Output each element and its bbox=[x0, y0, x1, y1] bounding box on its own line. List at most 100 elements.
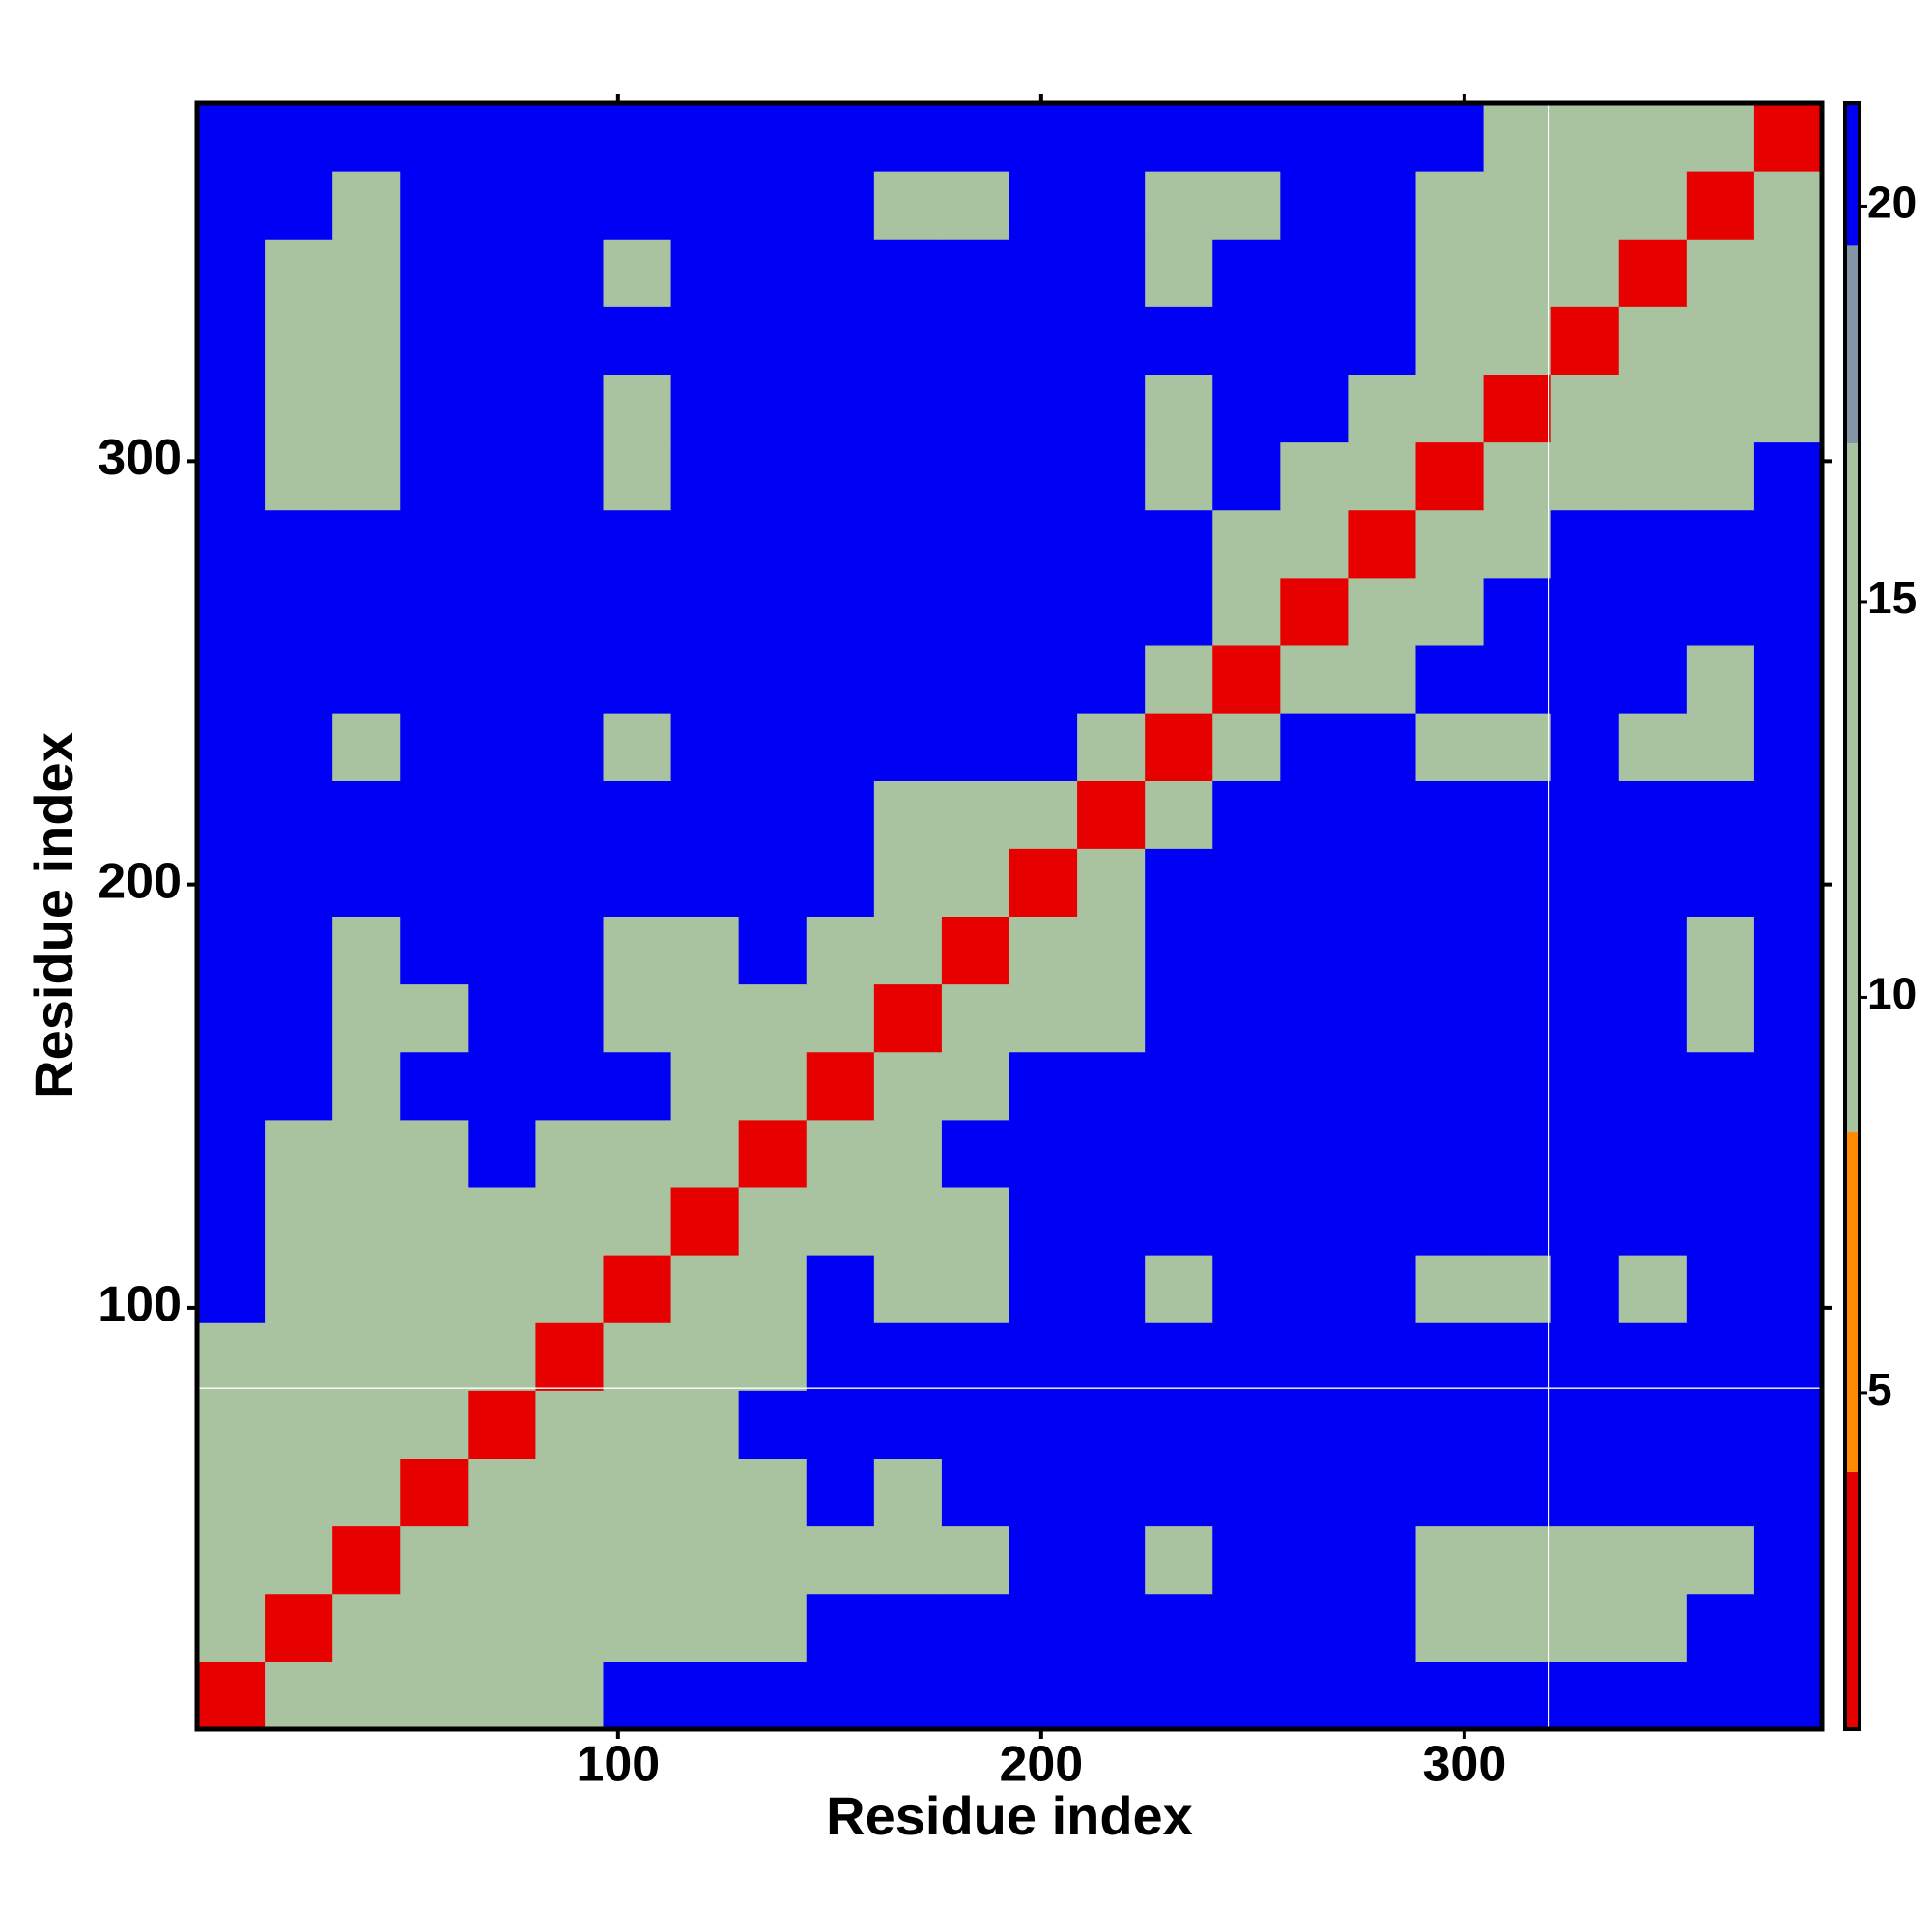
colorbar-segment bbox=[1845, 103, 1860, 246]
heatmap-cell bbox=[1145, 1119, 1213, 1188]
heatmap-cell bbox=[1415, 1322, 1485, 1391]
heatmap-cell bbox=[1618, 171, 1688, 240]
heatmap-cell bbox=[265, 1187, 333, 1256]
heatmap-cell bbox=[1009, 1525, 1078, 1595]
heatmap-cell bbox=[873, 374, 943, 443]
heatmap-cell bbox=[332, 103, 401, 172]
heatmap-cell bbox=[468, 374, 536, 443]
heatmap-cell bbox=[1550, 848, 1620, 917]
heatmap-cell bbox=[197, 1322, 266, 1391]
heatmap-cell bbox=[1077, 239, 1146, 307]
heatmap-cell bbox=[670, 1390, 740, 1459]
heatmap-cell bbox=[670, 713, 740, 781]
heatmap-cell bbox=[603, 645, 672, 714]
heatmap-cell bbox=[1145, 509, 1213, 579]
heatmap-cell bbox=[1415, 1593, 1485, 1662]
heatmap-cell bbox=[1686, 781, 1755, 849]
x-tick-label: 200 bbox=[999, 1737, 1083, 1793]
heatmap-cell bbox=[1753, 374, 1823, 443]
heatmap-cell bbox=[806, 1390, 875, 1459]
heatmap-cell bbox=[1145, 171, 1213, 240]
heatmap-cell bbox=[1618, 1255, 1688, 1323]
heatmap-cell bbox=[1077, 916, 1146, 985]
heatmap-cell bbox=[738, 713, 808, 781]
heatmap-cell bbox=[265, 1322, 333, 1391]
heatmap-cell bbox=[941, 916, 1010, 985]
heatmap-cell bbox=[1483, 1322, 1552, 1391]
heatmap-cell bbox=[1212, 509, 1281, 579]
heatmap-cell bbox=[1618, 1458, 1688, 1527]
heatmap-cell bbox=[1483, 441, 1552, 511]
heatmap-cell bbox=[535, 713, 604, 781]
heatmap-cell bbox=[806, 374, 875, 443]
heatmap-cell bbox=[265, 1119, 333, 1188]
heatmap-cell bbox=[1077, 983, 1146, 1053]
heatmap-cell bbox=[1348, 306, 1416, 375]
heatmap-cell bbox=[1415, 577, 1485, 646]
heatmap-cell bbox=[1483, 306, 1552, 375]
heatmap-cell bbox=[1753, 781, 1823, 849]
heatmap-cell bbox=[738, 103, 808, 172]
heatmap-cell bbox=[1145, 1390, 1213, 1459]
heatmap-cell bbox=[1348, 1593, 1416, 1662]
heatmap-cell bbox=[468, 1390, 536, 1459]
heatmap-cell bbox=[941, 1661, 1010, 1730]
heatmap-cell bbox=[1280, 848, 1349, 917]
heatmap-cell bbox=[535, 645, 604, 714]
heatmap-cell bbox=[468, 306, 536, 375]
heatmap-cell bbox=[1686, 1593, 1755, 1662]
heatmap-cell bbox=[941, 1119, 1010, 1188]
heatmap-cell bbox=[873, 1593, 943, 1662]
heatmap-cell bbox=[1280, 983, 1349, 1053]
heatmap-cell bbox=[1348, 239, 1416, 307]
heatmap-cell bbox=[873, 713, 943, 781]
heatmap-cell bbox=[1145, 1187, 1213, 1256]
heatmap-cell bbox=[806, 916, 875, 985]
heatmap-cell bbox=[1145, 916, 1213, 985]
heatmap-cell bbox=[806, 713, 875, 781]
heatmap-cell bbox=[1145, 103, 1213, 172]
heatmap-cell bbox=[806, 441, 875, 511]
heatmap-cell bbox=[1077, 171, 1146, 240]
heatmap-cell bbox=[400, 577, 469, 646]
heatmap-cell bbox=[1686, 1187, 1755, 1256]
heatmap-cell bbox=[1483, 1390, 1552, 1459]
heatmap-cell bbox=[941, 1255, 1010, 1323]
heatmap-cell bbox=[670, 441, 740, 511]
heatmap-cell bbox=[1212, 1525, 1281, 1595]
heatmap-cell bbox=[1077, 1593, 1146, 1662]
colorbar-tick-label: 10 bbox=[1867, 969, 1917, 1019]
heatmap-cell bbox=[400, 1119, 469, 1188]
heatmap-cell bbox=[1686, 306, 1755, 375]
heatmap-cell bbox=[1618, 645, 1688, 714]
heatmap-cell bbox=[670, 374, 740, 443]
heatmap-cell bbox=[1009, 171, 1078, 240]
heatmap-cell bbox=[670, 848, 740, 917]
heatmap-cell bbox=[1077, 306, 1146, 375]
heatmap-cell bbox=[603, 441, 672, 511]
heatmap-cell bbox=[873, 848, 943, 917]
heatmap-cell bbox=[468, 916, 536, 985]
heatmap-cell bbox=[1753, 645, 1823, 714]
heatmap-cell bbox=[1280, 1051, 1349, 1121]
heatmap-cell bbox=[603, 1187, 672, 1256]
heatmap-cell bbox=[1686, 713, 1755, 781]
heatmap-cell bbox=[1483, 1255, 1552, 1323]
heatmap-cell bbox=[400, 1525, 469, 1595]
heatmap-cell bbox=[738, 441, 808, 511]
heatmap-cell bbox=[1212, 1187, 1281, 1256]
heatmap-cell bbox=[1415, 1525, 1485, 1595]
heatmap-cell bbox=[1212, 239, 1281, 307]
heatmap-cell bbox=[400, 1255, 469, 1323]
heatmap-cell bbox=[1212, 1458, 1281, 1527]
heatmap-cell bbox=[1212, 645, 1281, 714]
heatmap-cell bbox=[738, 577, 808, 646]
heatmap-cell bbox=[1280, 713, 1349, 781]
heatmap-cell bbox=[265, 1661, 333, 1730]
heatmap-cell bbox=[400, 848, 469, 917]
heatmap-cell bbox=[603, 374, 672, 443]
heatmap-cell bbox=[1618, 509, 1688, 579]
heatmap-cell bbox=[1212, 848, 1281, 917]
heatmap-cell bbox=[468, 1458, 536, 1527]
heatmap-cell bbox=[738, 374, 808, 443]
